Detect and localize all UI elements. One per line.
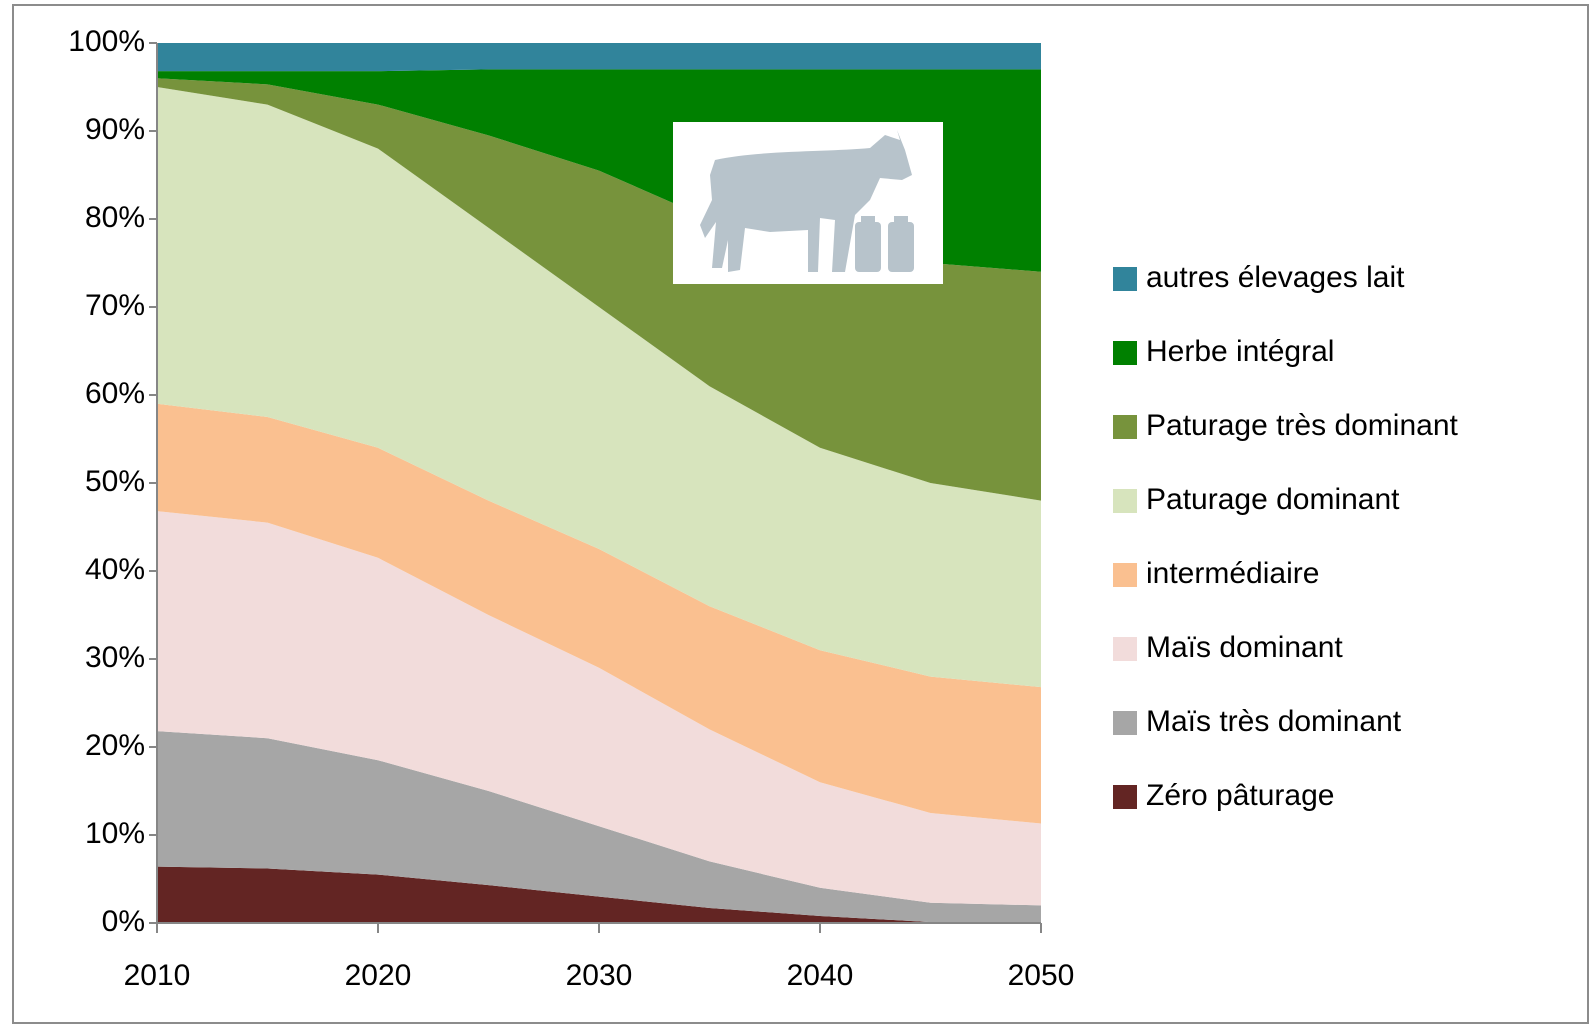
legend-label: intermédiaire xyxy=(1146,557,1319,590)
y-tick-label: 90% xyxy=(85,113,145,146)
y-tick-label: 20% xyxy=(85,729,145,762)
x-tick-label: 2030 xyxy=(566,959,633,992)
y-tick-label: 40% xyxy=(85,553,145,586)
legend-label: Zéro pâturage xyxy=(1146,779,1334,812)
legend-label: Maïs très dominant xyxy=(1146,705,1402,738)
area xyxy=(157,43,1041,72)
legend-label: autres élevages lait xyxy=(1146,261,1405,294)
x-tick-label: 2020 xyxy=(345,959,412,992)
axes: 0% 10% 20% 30% 40% 50% 60% 70% 80% 90% 100% 2010 202… xyxy=(68,25,1074,992)
area xyxy=(157,511,1041,906)
x-tick-label: 2040 xyxy=(787,959,854,992)
y-tick-label: 10% xyxy=(85,817,145,850)
area xyxy=(157,403,1041,824)
legend-swatch xyxy=(1113,415,1137,439)
legend-label: Paturage très dominant xyxy=(1146,409,1459,442)
area xyxy=(157,78,1041,501)
y-tick-label: 30% xyxy=(85,641,145,674)
area xyxy=(157,866,1041,923)
area xyxy=(157,731,1041,923)
legend-swatch xyxy=(1113,637,1137,661)
legend-swatch xyxy=(1113,563,1137,587)
y-tick-label: 60% xyxy=(85,377,145,410)
y-tick-label: 70% xyxy=(85,289,145,322)
x-tick-label: 2050 xyxy=(1008,959,1075,992)
y-tick-label: 100% xyxy=(68,25,145,58)
x-tick-label: 2010 xyxy=(124,959,191,992)
y-tick-label: 80% xyxy=(85,201,145,234)
legend-swatch xyxy=(1113,711,1137,735)
y-tick-label: 50% xyxy=(85,465,145,498)
legend-label: Maïs dominant xyxy=(1146,631,1343,664)
legend: Zéro pâturage Maïs très dominant Maïs domi… xyxy=(1113,261,1459,812)
legend-swatch xyxy=(1113,341,1137,365)
y-tick-label: 0% xyxy=(102,905,145,938)
legend-swatch xyxy=(1113,489,1137,513)
legend-label: Paturage dominant xyxy=(1146,483,1400,516)
legend-label: Herbe intégral xyxy=(1146,335,1334,368)
legend-swatch xyxy=(1113,785,1137,809)
cow-illustration xyxy=(673,122,943,284)
legend-swatch xyxy=(1113,267,1137,291)
area xyxy=(157,87,1041,688)
